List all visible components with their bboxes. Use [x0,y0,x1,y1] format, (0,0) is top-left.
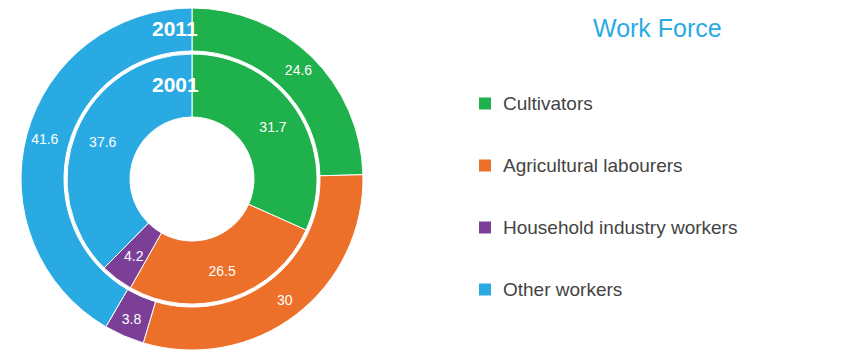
svg-text:Household industry workers: Household industry workers [503,217,737,238]
svg-text:37.6: 37.6 [89,134,116,150]
svg-text:Work Force: Work Force [593,14,722,42]
svg-text:3.8: 3.8 [122,311,142,327]
svg-text:Other workers: Other workers [503,279,622,300]
svg-text:Cultivators: Cultivators [503,93,593,114]
svg-text:26.5: 26.5 [208,263,235,279]
svg-text:31.7: 31.7 [259,119,286,135]
svg-text:Agricultural labourers: Agricultural labourers [503,155,683,176]
svg-text:4.2: 4.2 [124,248,144,264]
svg-text:24.6: 24.6 [285,62,312,78]
svg-text:2001: 2001 [152,73,199,96]
svg-text:30: 30 [277,292,293,308]
svg-text:41.6: 41.6 [31,131,58,147]
svg-text:2011: 2011 [152,17,198,40]
